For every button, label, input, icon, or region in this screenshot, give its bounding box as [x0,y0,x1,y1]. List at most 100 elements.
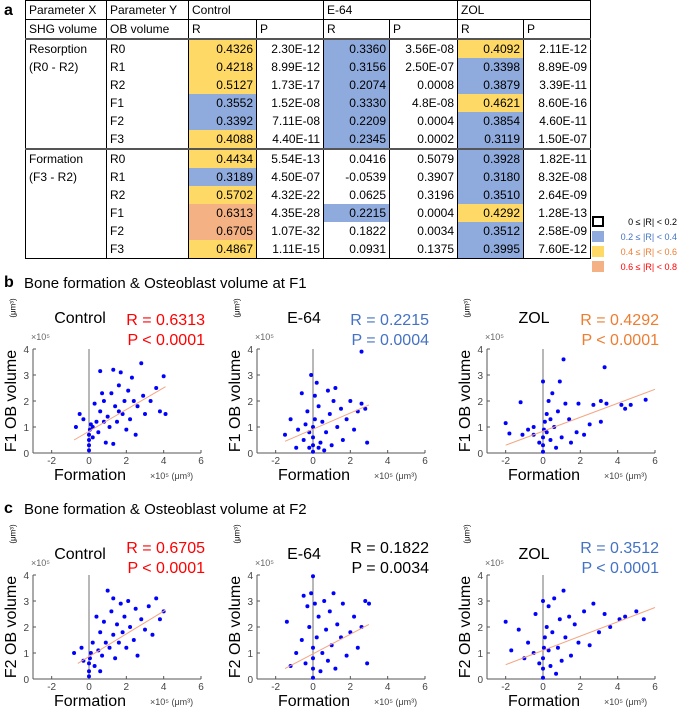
plot-title: Control [54,546,106,563]
data-point [567,417,572,422]
legend-label: 0.6 ≤ |R| < 0.8 [620,261,677,272]
data-point [126,599,131,603]
r-value: 0.2215 [323,204,390,222]
data-point [129,375,134,380]
plot-canvas: 0 1 2 3 4 -2 0 2 4 6 [477,345,658,467]
x-axis-label: Formation [277,467,351,484]
data-point [284,619,289,624]
data-point [591,402,596,407]
data-point [352,614,357,619]
data-point [100,391,105,396]
data-point [92,401,97,406]
x-tick-label: 2 [124,682,130,693]
data-point [344,417,349,422]
data-point [113,656,118,661]
data-point [531,425,536,429]
data-point [307,445,312,450]
x-tick-label: 4 [161,456,167,467]
y-tick-label: 1 [23,649,29,660]
p-value: 7.11E-08 [256,112,324,130]
data-point [87,674,91,679]
data-point [365,440,370,445]
data-point [305,604,310,609]
data-point [348,399,353,403]
data-point [597,630,601,635]
r-value: 0.3156 [323,58,390,76]
data-point [311,435,315,440]
r-value: 0.3189 [188,168,257,186]
header-cell: Parameter Y [106,0,189,20]
data-point [109,609,114,614]
subheader-cell: R [188,19,257,40]
r-value: 0.0931 [323,240,390,259]
y-tick-label: 0 [477,449,483,460]
x-tick-label: 0 [540,682,546,693]
r-value: 0.3854 [457,112,524,130]
legend-item: 0.2 ≤ |R| < 0.4 [592,229,677,244]
y-axis-multiplier: ×10⁵ [485,558,504,568]
x-tick-label: 6 [422,456,428,467]
data-point [602,365,607,370]
subheader-cell: OB volume [106,19,189,40]
r-value: 0.3928 [457,148,524,168]
y-axis-label: F2 OB volume [227,575,244,679]
data-point [120,630,125,635]
group-label: (R0 - R2) [25,58,107,76]
data-point [309,373,314,377]
data-point [355,645,360,650]
data-point [107,425,112,429]
p-value: 8.89E-09 [523,58,591,76]
data-point [507,431,512,436]
plot-title: ZOL [518,546,550,563]
data-point [557,617,562,622]
data-point [324,430,329,435]
table-row: F3 0.4088 4.40E-11 0.2345 0.0002 0.3119 1.50E-… [25,130,591,149]
table-row: F2 0.6705 1.07E-32 0.1822 0.0034 0.3512 2.58E-… [25,222,591,240]
x-axis-multiplier: ×10⁵ (μm³) [604,697,648,707]
data-point [548,417,553,422]
data-point [77,412,82,416]
y-tick-label: 0 [247,675,253,686]
data-point [98,669,103,674]
correlation-r: R = 0.3512 [580,540,659,557]
r-value: 0.0625 [323,186,390,204]
x-axis-multiplier: ×10⁵ (μm³) [150,697,194,707]
data-point [559,435,564,440]
parameter-y: R0 [106,148,189,168]
data-point [311,425,315,429]
plot-canvas: 0 1 2 3 4 -2 0 2 4 6 [23,571,204,693]
data-point [87,669,91,674]
y-tick-label: 4 [247,345,253,356]
y-axis-label: F1 OB volume [227,349,244,453]
data-point [352,427,357,432]
y-axis-label: F2 OB volume [457,575,474,679]
data-point [550,630,555,635]
data-point [327,412,332,416]
y-tick-label: 4 [23,571,29,582]
r-value: 0.4621 [457,94,524,112]
group-label: (F3 - R2) [25,168,107,186]
x-tick-label: 6 [652,456,658,467]
x-tick-label: 2 [348,682,354,693]
subheader-cell: R [457,19,524,40]
data-point [154,386,159,390]
data-point [541,666,545,671]
data-point [333,666,338,671]
correlation-p: P = 0.0034 [351,560,429,577]
data-point [541,656,545,661]
data-point [602,612,607,616]
data-point [325,658,330,663]
parameter-y: F1 [106,204,189,222]
y-tick-label: 0 [23,449,29,460]
data-point [131,399,136,403]
group-label [25,204,107,222]
r-value: 0.3995 [457,240,524,259]
data-point [576,640,581,645]
x-tick-label: 2 [348,456,354,467]
r-value: 0.3360 [323,38,390,58]
data-point [335,622,340,627]
r-value: -0.0539 [323,168,390,186]
data-point [541,435,545,440]
data-point [161,374,166,379]
x-tick-label: 6 [198,456,204,467]
